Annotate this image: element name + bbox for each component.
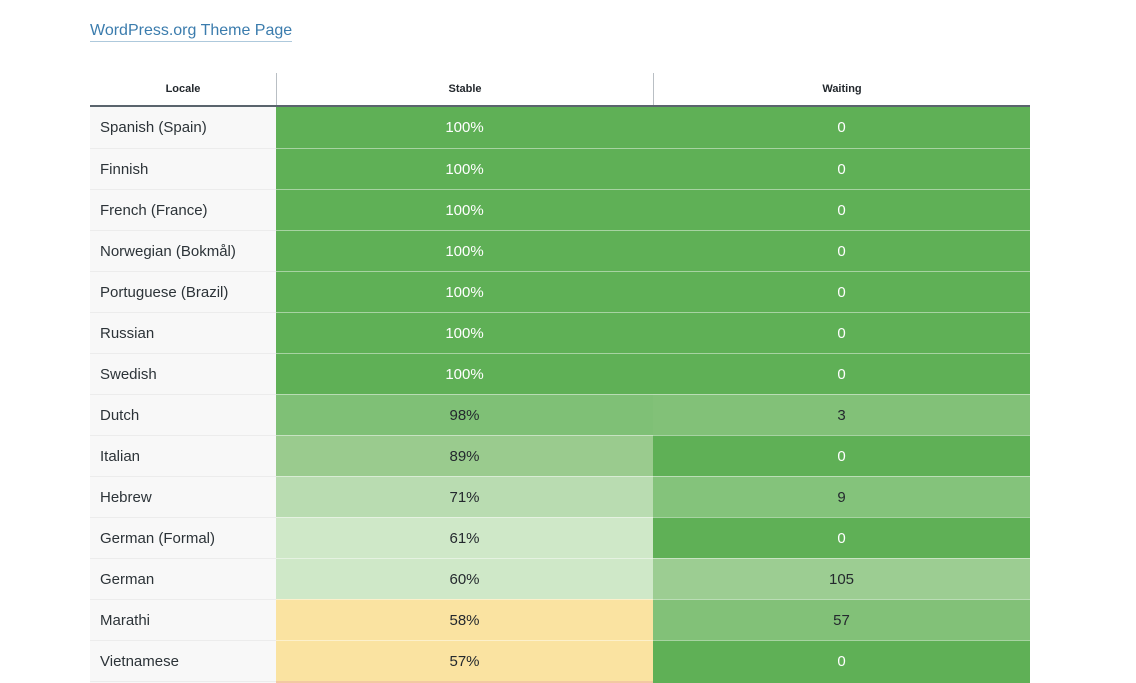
stable-cell: 89% <box>276 435 653 476</box>
stable-cell: 58% <box>276 599 653 640</box>
table-body: Spanish (Spain) 100% 0 Finnish 100% 0 Fr… <box>90 107 1030 681</box>
table-row: Russian 100% 0 <box>90 312 1030 353</box>
column-header-waiting: Waiting <box>653 73 1030 105</box>
waiting-cell: 0 <box>653 230 1030 271</box>
locale-cell: Dutch <box>90 394 276 435</box>
table-row: Finnish 100% 0 <box>90 148 1030 189</box>
table-row: Hebrew 71% 9 <box>90 476 1030 517</box>
waiting-cell: 0 <box>653 435 1030 476</box>
table-row: Norwegian (Bokmål) 100% 0 <box>90 230 1030 271</box>
page-header: WordPress.org Theme Page <box>90 22 293 42</box>
column-header-locale: Locale <box>165 83 201 95</box>
waiting-cell: 105 <box>653 558 1030 599</box>
waiting-cell: 0 <box>653 517 1030 558</box>
locale-cell: Hebrew <box>90 476 276 517</box>
waiting-cell: 0 <box>653 271 1030 312</box>
locale-cell: German <box>90 558 276 599</box>
table-row: Italian 89% 0 <box>90 435 1030 476</box>
table-row: Spanish (Spain) 100% 0 <box>90 107 1030 148</box>
translation-stats-table: Locale Stable Waiting Spanish (Spain) 10… <box>90 73 1030 683</box>
locale-cell: German (Formal) <box>90 517 276 558</box>
table-row: Vietnamese 57% 0 <box>90 640 1030 681</box>
waiting-cell: 57 <box>653 599 1030 640</box>
partial-locale-cell <box>90 681 276 683</box>
locale-cell: Swedish <box>90 353 276 394</box>
stable-cell: 100% <box>276 312 653 353</box>
stable-cell: 100% <box>276 189 653 230</box>
table-row: Portuguese (Brazil) 100% 0 <box>90 271 1030 312</box>
stable-cell: 61% <box>276 517 653 558</box>
stable-cell: 71% <box>276 476 653 517</box>
partial-stable-cell <box>276 681 653 683</box>
waiting-cell: 0 <box>653 312 1030 353</box>
stable-cell: 100% <box>276 353 653 394</box>
stable-cell: 98% <box>276 394 653 435</box>
partial-next-row <box>90 681 1030 683</box>
table-row: French (France) 100% 0 <box>90 189 1030 230</box>
locale-cell: Portuguese (Brazil) <box>90 271 276 312</box>
locale-cell: Finnish <box>90 148 276 189</box>
locale-cell: Vietnamese <box>90 640 276 681</box>
stable-cell: 100% <box>276 107 653 148</box>
waiting-cell: 0 <box>653 107 1030 148</box>
waiting-cell: 0 <box>653 640 1030 681</box>
partial-waiting-cell <box>653 681 1030 683</box>
waiting-cell: 0 <box>653 148 1030 189</box>
locale-cell: Marathi <box>90 599 276 640</box>
waiting-cell: 0 <box>653 189 1030 230</box>
stable-cell: 100% <box>276 271 653 312</box>
locale-cell: French (France) <box>90 189 276 230</box>
stable-cell: 57% <box>276 640 653 681</box>
waiting-cell: 0 <box>653 353 1030 394</box>
stable-cell: 100% <box>276 230 653 271</box>
stable-cell: 60% <box>276 558 653 599</box>
locale-cell: Spanish (Spain) <box>90 107 276 148</box>
table-row: German (Formal) 61% 0 <box>90 517 1030 558</box>
waiting-cell: 9 <box>653 476 1030 517</box>
table-row: Swedish 100% 0 <box>90 353 1030 394</box>
wordpress-theme-page-link[interactable]: WordPress.org Theme Page <box>90 22 293 42</box>
table-row: Dutch 98% 3 <box>90 394 1030 435</box>
table-header-row: Locale Stable Waiting <box>90 73 1030 107</box>
waiting-cell: 3 <box>653 394 1030 435</box>
locale-cell: Russian <box>90 312 276 353</box>
table-row: German 60% 105 <box>90 558 1030 599</box>
locale-cell: Italian <box>90 435 276 476</box>
stable-cell: 100% <box>276 148 653 189</box>
locale-cell: Norwegian (Bokmål) <box>90 230 276 271</box>
table-row: Marathi 58% 57 <box>90 599 1030 640</box>
column-header-stable: Stable <box>276 73 653 105</box>
